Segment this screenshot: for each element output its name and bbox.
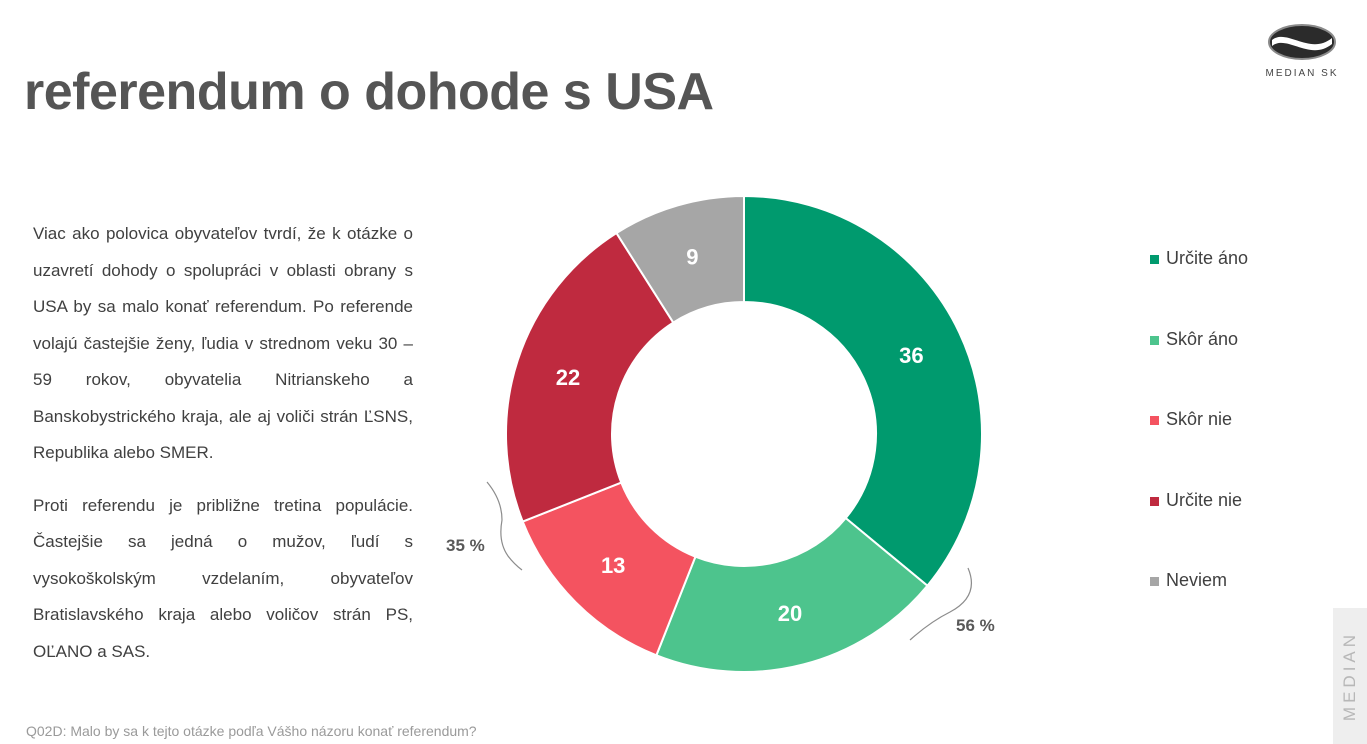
- donut-slice: [615, 194, 745, 324]
- slice-value-label: 36: [899, 343, 923, 368]
- legend-item: Skôr nie: [1150, 409, 1350, 490]
- annotation-no-total: 35 %: [446, 536, 485, 555]
- legend-swatch: [1150, 496, 1159, 506]
- legend-swatch: [1150, 416, 1159, 425]
- side-brand-text: MEDIAN: [1340, 630, 1359, 722]
- page-title: referendum o dohode s USA: [24, 63, 714, 121]
- legend-swatch: [1150, 255, 1159, 264]
- legend-label: Určite nie: [1166, 489, 1243, 510]
- donut-slice: [743, 194, 983, 588]
- donut-slice-labels: 36 20 13 22 9: [556, 244, 924, 626]
- annotation-yes-total: 56 %: [956, 616, 995, 635]
- median-logo: MEDIAN SK: [1262, 20, 1342, 82]
- slice-value-label: 20: [778, 601, 802, 626]
- legend-item: Určite áno: [1150, 248, 1350, 329]
- donut-slice: [505, 231, 675, 523]
- legend-swatch: [1150, 335, 1159, 345]
- donut-slice: [655, 516, 929, 673]
- slice-value-label: 13: [601, 553, 625, 578]
- chart-legend: Určite áno Skôr áno Skôr nie Určite nie …: [1150, 248, 1350, 651]
- side-brand-tab: MEDIAN: [1333, 608, 1367, 744]
- paragraph-for-referendum: Viac ako polovica obyvateľov tvrdí, že k…: [33, 224, 413, 462]
- legend-item: Určite nie: [1150, 490, 1350, 571]
- median-logo-icon: [1268, 24, 1336, 60]
- paragraph-against-referendum: Proti referendu je približne tretina pop…: [33, 495, 413, 661]
- donut-slices: [505, 194, 983, 673]
- bracket-yes: [909, 567, 972, 641]
- bracket-no: [486, 481, 523, 571]
- logo-text: MEDIAN SK: [1265, 68, 1339, 79]
- legend-label: Skôr áno: [1166, 328, 1239, 349]
- legend-item: Skôr áno: [1150, 329, 1350, 410]
- slice-value-label: 22: [556, 365, 580, 390]
- slice-value-label: 9: [686, 244, 698, 269]
- legend-label: Neviem: [1166, 570, 1228, 590]
- legend-item: Neviem: [1150, 570, 1350, 651]
- survey-question: Q02D: Malo by sa k tejto otázke podľa Vá…: [26, 723, 477, 739]
- legend-swatch: [1150, 577, 1159, 586]
- description-text: Viac ako polovica obyvateľov tvrdí, že k…: [33, 216, 413, 686]
- legend-label: Určite áno: [1166, 248, 1249, 268]
- legend-label: Skôr nie: [1166, 409, 1233, 429]
